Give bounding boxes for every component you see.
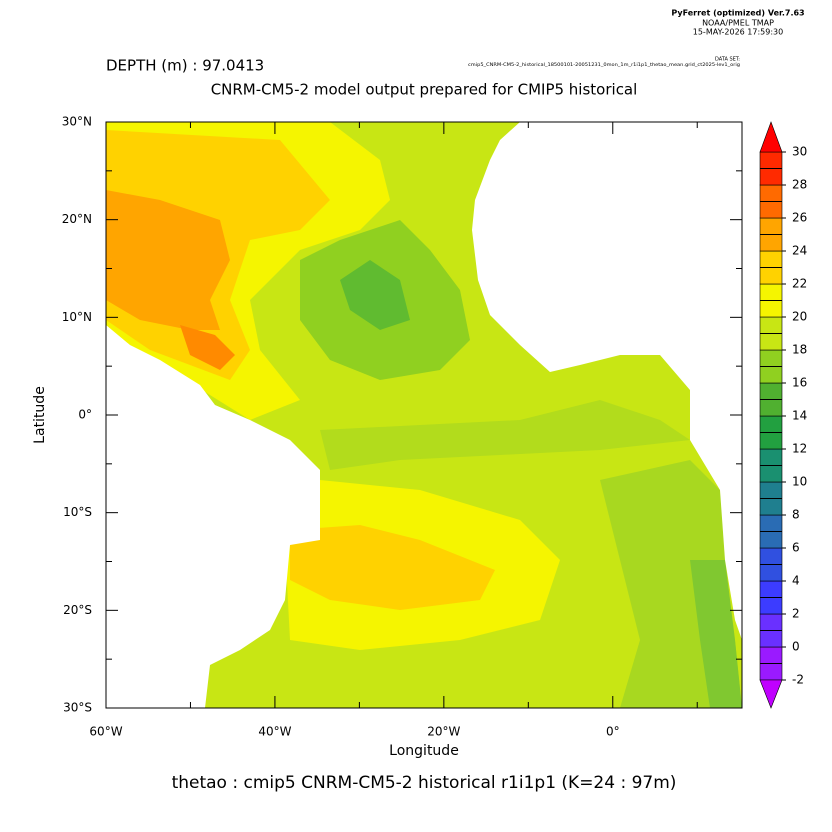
colorbar-label: 0 <box>792 640 800 654</box>
colorbar-under <box>759 679 783 709</box>
zone-hot <box>106 190 230 330</box>
y-tick-label: 10°N <box>62 310 92 324</box>
y-tick-label: 0° <box>78 408 92 422</box>
y-tick-label: 20°N <box>62 212 92 226</box>
zone-benguela-cold <box>690 560 742 708</box>
colorbar-label: 10 <box>792 475 807 489</box>
zone-south-warmer <box>290 525 495 610</box>
org: NOAA/PMEL TMAP <box>702 19 774 28</box>
land-africa <box>472 122 742 640</box>
x-axis-label: Longitude <box>389 743 459 759</box>
x-tick-label: 20°W <box>427 725 460 739</box>
x-tick-label: 0° <box>606 725 620 739</box>
colorbar-label: -2 <box>792 673 804 687</box>
title: CNRM-CM5-2 model output prepared for CMI… <box>211 81 638 99</box>
y-tick-label: 20°S <box>63 603 92 617</box>
dataset: cmip5_CNRM-CM5-2_historical_18500101-200… <box>468 62 741 67</box>
y-tick-label: 10°S <box>63 505 92 519</box>
colorbar-label: 18 <box>792 343 807 357</box>
depth: DEPTH (m) : 97.0413 <box>106 57 264 75</box>
colorbar-label: 8 <box>792 508 800 522</box>
zone-cooler <box>340 260 410 330</box>
colorbar-label: 12 <box>792 442 807 456</box>
zone-mid <box>320 400 690 470</box>
colorbar-label: 24 <box>792 244 807 258</box>
colorbar-label: 16 <box>792 376 807 390</box>
colorbar-label: 6 <box>792 541 800 555</box>
timestamp: 15-MAY-2026 17:59:30 <box>693 28 783 37</box>
land-south-america <box>106 325 320 708</box>
x-tick-label: 40°W <box>258 725 291 739</box>
colorbar-label: 28 <box>792 178 807 192</box>
colorbar-over <box>759 121 783 153</box>
colorbar-label: 30 <box>792 145 807 159</box>
colorbar-label: 20 <box>792 310 807 324</box>
colorbar-label: 26 <box>792 211 807 225</box>
caption: thetao : cmip5 CNRM-CM5-2 historical r1i… <box>172 773 677 793</box>
field <box>106 122 742 708</box>
colorbar-label: 22 <box>792 277 807 291</box>
y-tick-label: 30°S <box>63 701 92 715</box>
y-axis-label: Latitude <box>32 386 48 444</box>
dataset-label: DATA SET: <box>715 57 740 63</box>
x-tick-label: 60°W <box>89 725 122 739</box>
program: PyFerret (optimized) Ver.7.63 <box>671 9 804 18</box>
zone-hottest <box>180 325 235 370</box>
y-tick-label: 30°N <box>62 115 92 129</box>
colorbar-label: 14 <box>792 409 807 423</box>
colorbar-label: 4 <box>792 574 800 588</box>
colorbar-label: 2 <box>792 607 800 621</box>
